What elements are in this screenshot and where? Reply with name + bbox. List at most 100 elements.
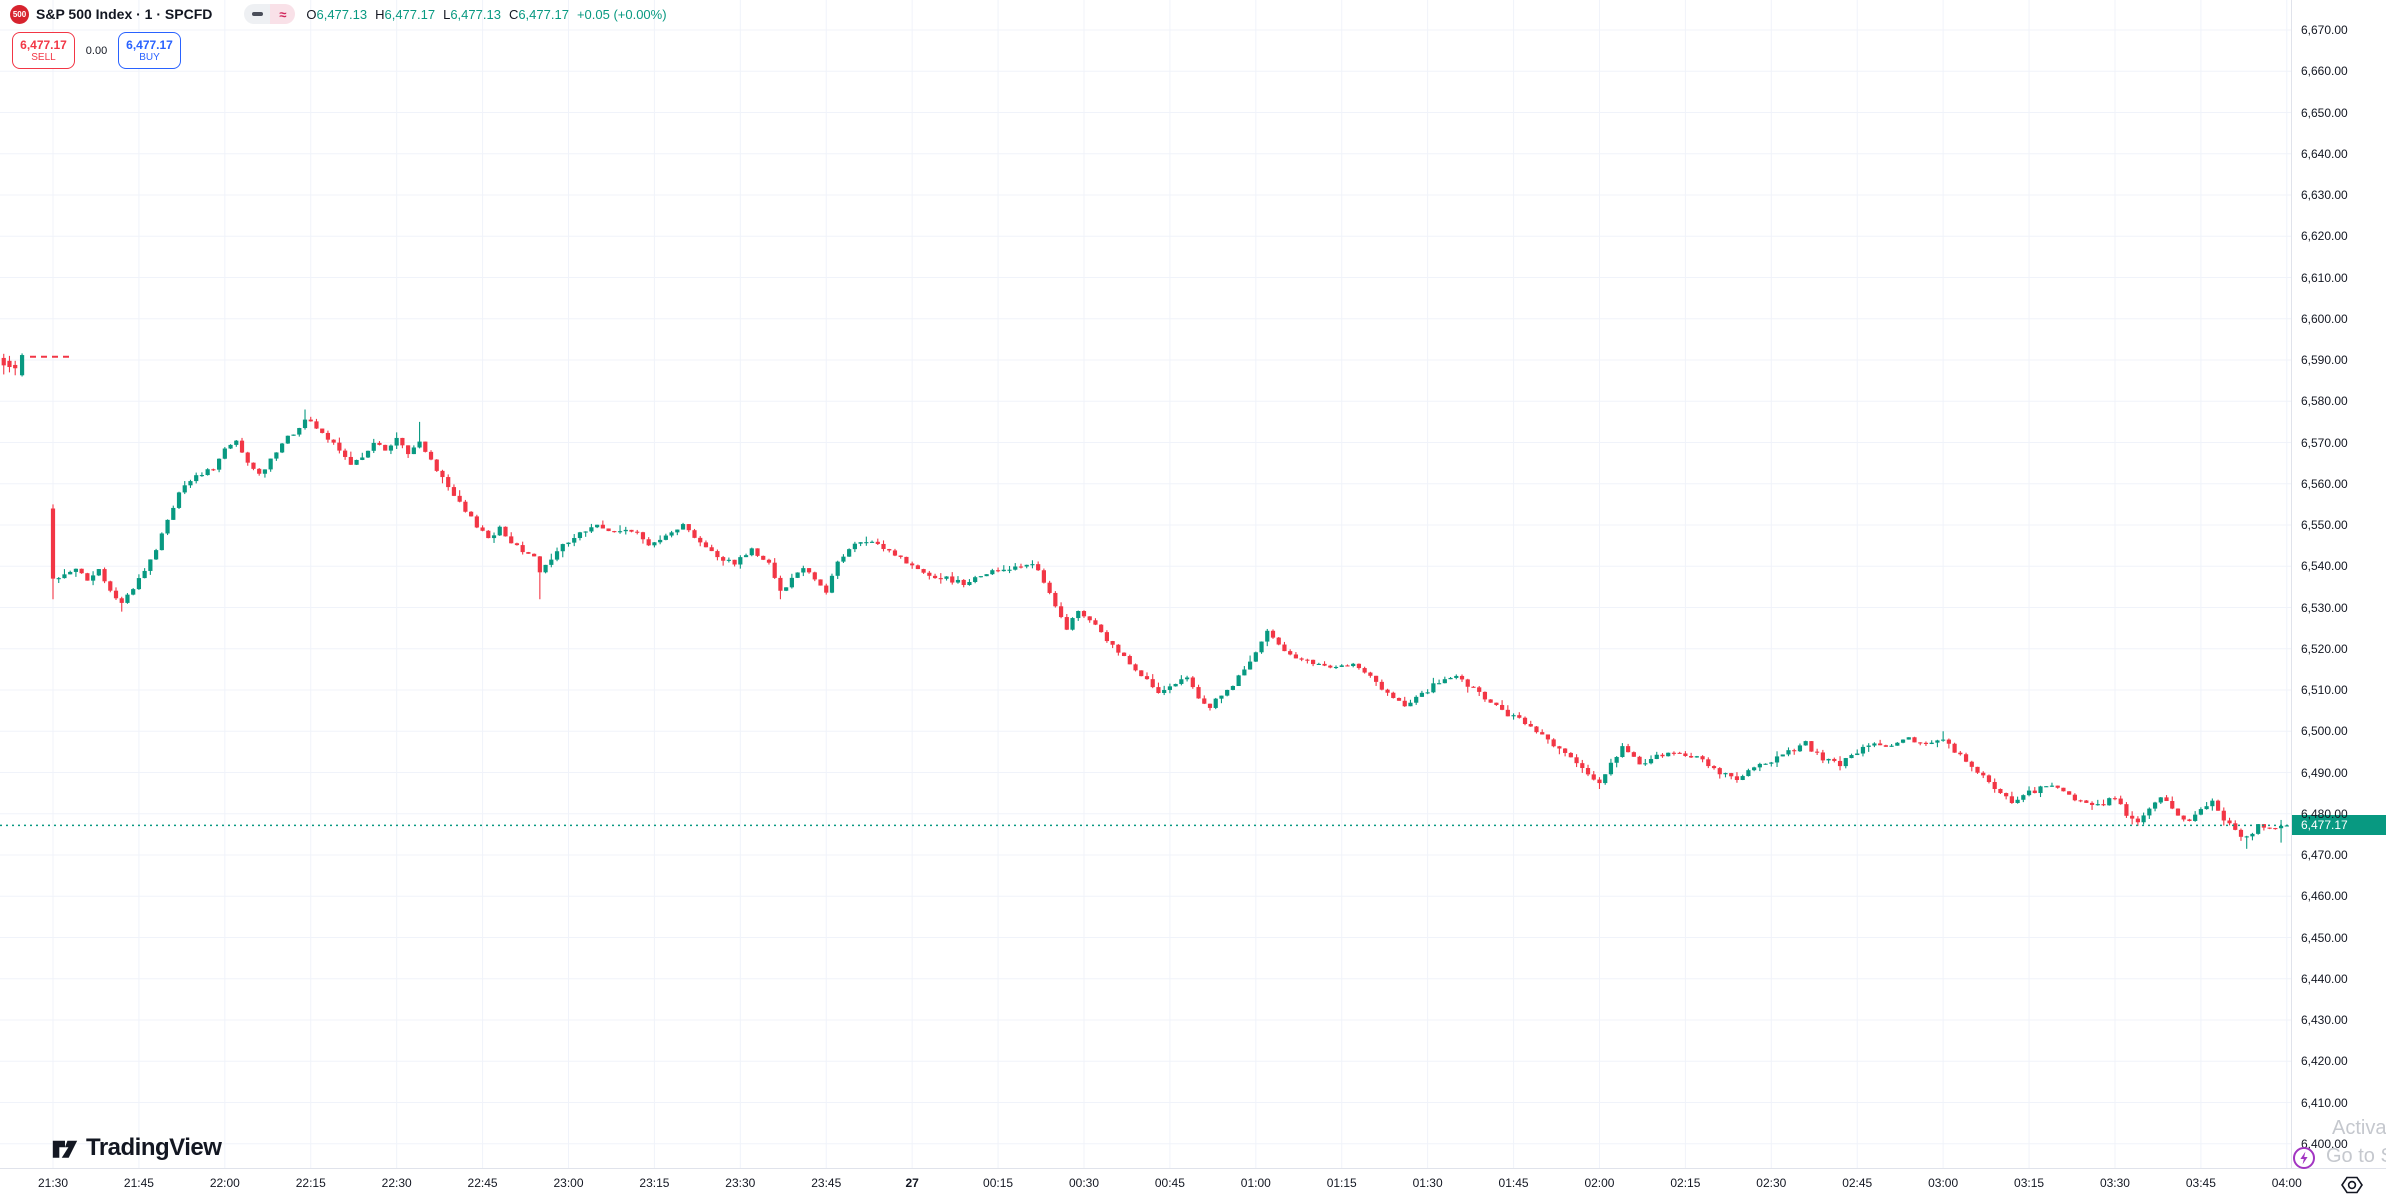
candle-body — [2238, 829, 2244, 837]
candle-body — [543, 564, 548, 573]
price-tick: 6,660.00 — [2301, 64, 2348, 79]
candle-body — [2273, 828, 2278, 830]
market-status-capsule[interactable]: ≈ — [244, 4, 296, 24]
candle-body — [829, 575, 835, 593]
current-price-label[interactable]: 6,477.17 — [2292, 815, 2386, 836]
candle-body — [1196, 687, 1201, 699]
candle-body — [1683, 753, 1688, 757]
time-tick: 03:00 — [1928, 1176, 1959, 1190]
lightning-icon[interactable] — [2292, 1146, 2316, 1170]
candle-body — [165, 519, 170, 534]
candle-body — [2021, 795, 2026, 800]
candle-body — [852, 543, 857, 550]
candle-body — [486, 530, 491, 539]
timezone-settings-icon[interactable] — [2339, 1173, 2365, 1197]
candle-body — [56, 578, 61, 580]
candle-body — [2210, 800, 2215, 807]
candle-body — [68, 571, 73, 575]
candle-body — [1963, 754, 1969, 762]
candle-body — [1058, 606, 1064, 618]
candle-body — [692, 530, 697, 538]
candle-body — [1792, 750, 1797, 752]
price-tick: 6,470.00 — [2301, 848, 2348, 862]
symbol-logo-icon[interactable]: 500 — [10, 4, 29, 24]
candle-body — [1545, 734, 1551, 740]
candle-body — [509, 536, 514, 544]
tradingview-logo[interactable]: TradingView — [52, 1134, 222, 1162]
candle-body — [1723, 773, 1728, 775]
ohlc-readout: O6,477.13 H6,477.17 L6,477.13 C6,477.17 … — [306, 7, 666, 22]
price-tick: 6,600.00 — [2301, 311, 2348, 326]
candle-body — [125, 594, 130, 603]
candle-body — [1104, 632, 1109, 642]
candle-body — [245, 452, 250, 463]
candle-body — [371, 442, 376, 451]
candle-body — [199, 475, 205, 477]
candle-body — [1643, 763, 1648, 765]
candle-body — [1013, 566, 1018, 570]
candle-body — [314, 421, 319, 429]
candle-body — [915, 565, 920, 570]
candle-body — [658, 539, 663, 543]
candle-body — [1356, 663, 1362, 669]
market-status-wave-icon[interactable]: ≈ — [270, 4, 296, 24]
sell-button[interactable]: 6,477.17 SELL — [12, 32, 75, 69]
price-axis[interactable]: 6,477.17 6,670.00 6,660.00 6,650.00 6,640.0… — [2291, 0, 2386, 1168]
candle-body — [1087, 616, 1092, 621]
candle-body — [308, 419, 313, 422]
candle-body — [835, 561, 840, 576]
time-tick: 27 — [905, 1176, 919, 1190]
candle-body — [73, 568, 79, 572]
candle-body — [1419, 692, 1425, 697]
candle-body — [13, 364, 18, 369]
candle-body — [1173, 683, 1178, 687]
candle-body — [2112, 798, 2118, 800]
candle-body — [1597, 779, 1602, 784]
candle-body — [806, 568, 812, 573]
candle-body — [629, 529, 634, 532]
candle-body — [606, 528, 611, 532]
candle-body — [1, 357, 6, 366]
candle-body — [1328, 665, 1333, 668]
symbol-title[interactable]: S&P 500 Index · 1 · SPCFD — [36, 6, 213, 22]
candle-body — [875, 541, 880, 544]
buy-price: 6,477.17 — [126, 37, 173, 52]
market-status-dash-icon[interactable] — [244, 4, 271, 24]
candle-body — [423, 441, 428, 452]
candle-body — [1677, 752, 1682, 754]
candle-body — [2130, 815, 2135, 819]
candle-body — [1379, 681, 1384, 690]
candle-body — [1041, 570, 1046, 583]
candle-body — [1843, 758, 1848, 767]
candle-body — [1603, 774, 1608, 784]
candle-body — [1511, 715, 1516, 717]
candle-body — [1826, 758, 1831, 761]
candlestick-chart[interactable] — [0, 0, 2291, 1168]
candle-body — [938, 578, 943, 580]
candle-body — [1402, 700, 1407, 707]
candle-body — [749, 548, 754, 556]
candle-body — [434, 459, 439, 471]
candle-body — [1849, 755, 1854, 759]
candle-body — [2095, 804, 2100, 806]
candle-body — [320, 428, 325, 433]
candle-body — [2049, 785, 2055, 787]
candle-body — [383, 444, 388, 451]
candle-body — [2267, 827, 2272, 829]
candle-body — [1064, 617, 1069, 630]
candle-body — [721, 557, 726, 561]
candle-body — [1763, 763, 1768, 765]
candle-body — [1150, 679, 1155, 688]
candle-body — [2227, 820, 2232, 824]
candle-body — [96, 569, 101, 576]
time-axis[interactable]: 21:30 21:45 22:00 22:15 22:30 22:45 23:00 23:15… — [0, 1168, 2386, 1199]
candle-body — [2233, 823, 2238, 830]
time-tick: 21:45 — [123, 1176, 154, 1190]
candle-body — [864, 542, 869, 544]
candle-body — [1459, 675, 1465, 680]
candle-body — [360, 457, 365, 460]
candle-body — [1437, 683, 1442, 685]
candle-body — [1127, 656, 1132, 665]
candle-body — [2107, 798, 2112, 806]
buy-button[interactable]: 6,477.17 BUY — [118, 32, 181, 69]
